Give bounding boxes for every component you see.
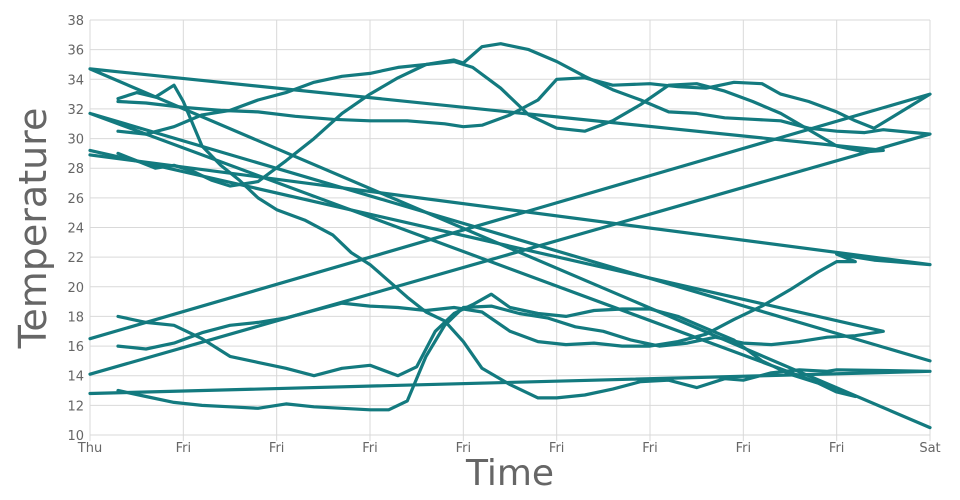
y-axis-title: Temperature — [11, 108, 55, 350]
y-tick-label: 38 — [67, 14, 84, 29]
x-tick-label: Fri — [269, 441, 285, 456]
y-tick-label: 28 — [67, 162, 84, 177]
y-tick-label: 32 — [67, 103, 84, 118]
y-tick-label: 22 — [67, 251, 84, 266]
x-tick-label: Fri — [549, 441, 565, 456]
y-tick-label: 30 — [67, 133, 84, 148]
x-tick-label: Fri — [456, 441, 472, 456]
y-tick-label: 16 — [67, 340, 84, 355]
x-tick-label: Fri — [362, 441, 378, 456]
series-line-6 — [88, 153, 932, 351]
x-tick-label: Fri — [642, 441, 658, 456]
series-line-4 — [88, 59, 932, 430]
y-tick-label: 26 — [67, 192, 84, 207]
x-axis-title: Time — [465, 453, 554, 494]
x-tick-label: Sat — [919, 441, 940, 456]
series-line-7 — [88, 148, 885, 412]
x-tick-label: Fri — [829, 441, 845, 456]
y-axis-ticks: 10 12 14 16 18 20 22 24 26 28 30 32 34 36 38 — [67, 14, 84, 444]
y-tick-label: 18 — [67, 310, 84, 325]
x-axis-ticks: Thu Fri Fri Fri Fri Fri Fri Fri Fri Sat — [77, 441, 941, 456]
series-line-2 — [88, 76, 932, 341]
y-tick-label: 10 — [67, 429, 84, 444]
y-tick-label: 12 — [67, 399, 84, 414]
x-tick-label: Fri — [176, 441, 192, 456]
x-tick-label: Thu — [77, 441, 102, 456]
series-group — [88, 42, 932, 430]
series-line-5 — [88, 111, 932, 399]
y-tick-label: 20 — [67, 281, 84, 296]
y-tick-label: 36 — [67, 44, 84, 59]
y-tick-label: 24 — [67, 222, 84, 237]
y-tick-label: 34 — [67, 73, 84, 88]
y-tick-label: 14 — [67, 370, 84, 385]
x-tick-label: Fri — [736, 441, 752, 456]
